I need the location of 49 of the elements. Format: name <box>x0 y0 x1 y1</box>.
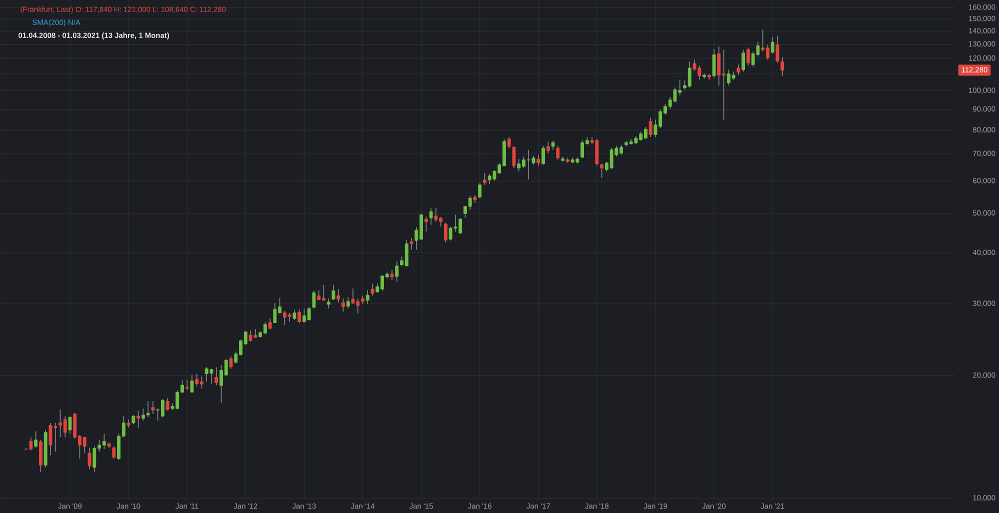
candlestick <box>132 414 136 424</box>
candlestick <box>34 430 38 448</box>
candlestick <box>776 36 780 64</box>
candlestick <box>190 374 194 393</box>
candlestick <box>39 440 42 472</box>
candlestick <box>292 309 296 320</box>
candlestick <box>410 238 414 250</box>
candlestick <box>390 270 394 280</box>
candlestick <box>298 309 302 324</box>
candlestick <box>395 261 399 282</box>
candlestick <box>546 141 550 154</box>
candlestick <box>214 366 218 386</box>
candlestick <box>746 47 750 66</box>
candlestick <box>185 380 189 391</box>
candlestick <box>136 410 140 428</box>
candlestick <box>551 140 555 150</box>
candlestick <box>112 446 116 460</box>
candlestick <box>429 208 433 226</box>
candlestick <box>68 416 72 434</box>
candlestick <box>512 146 516 168</box>
candlestick <box>770 36 774 54</box>
candlestick <box>444 222 448 243</box>
candlestick <box>482 172 486 186</box>
candlestick <box>326 298 330 309</box>
candlestick <box>346 296 350 309</box>
candlestick <box>600 163 604 178</box>
candlestick <box>536 154 540 166</box>
candlestick <box>151 400 155 414</box>
candlestick <box>312 290 316 309</box>
candlestick <box>507 136 511 149</box>
candlestick <box>736 64 740 76</box>
candlestick <box>648 117 652 138</box>
candlestick <box>712 48 716 78</box>
candlestick <box>366 290 370 304</box>
candlestick <box>268 318 272 330</box>
candlestick <box>332 284 336 300</box>
candlestick <box>370 283 374 296</box>
candlestick <box>166 398 170 412</box>
candlestick <box>742 49 746 72</box>
candlestick <box>780 56 784 76</box>
candlestick <box>478 182 482 199</box>
candlestick <box>342 298 345 312</box>
candlestick <box>88 447 92 470</box>
candlestick <box>336 288 340 303</box>
candlestick <box>424 216 428 232</box>
candlestick <box>556 145 560 160</box>
candlestick <box>29 436 33 451</box>
candlestick <box>229 356 233 369</box>
candlestick <box>542 145 545 166</box>
